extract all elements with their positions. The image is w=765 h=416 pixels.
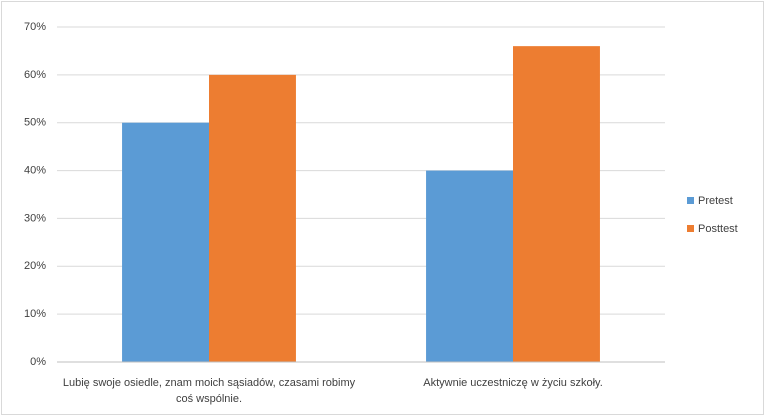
legend-label: Posttest (698, 223, 738, 235)
legend-swatch (687, 197, 694, 204)
y-tick-label: 10% (24, 308, 46, 320)
y-tick-label: 70% (24, 21, 46, 33)
legend-label: Pretest (698, 195, 733, 207)
y-tick-label: 20% (24, 260, 46, 272)
bar (513, 46, 600, 363)
x-tick-label: Aktywnie uczestniczę w życiu szkoły. (423, 377, 603, 389)
bar (209, 74, 296, 362)
y-tick-label: 30% (24, 212, 46, 224)
legend-swatch (687, 225, 694, 232)
y-tick-label: 0% (30, 356, 46, 368)
y-tick-label: 60% (24, 69, 46, 81)
y-tick-label: 50% (24, 117, 46, 129)
x-tick-label: Lubię swoje osiedle, znam moich sąsiadów… (62, 377, 356, 405)
y-tick-label: 40% (24, 164, 46, 176)
bar (122, 122, 209, 362)
bar (426, 170, 513, 362)
